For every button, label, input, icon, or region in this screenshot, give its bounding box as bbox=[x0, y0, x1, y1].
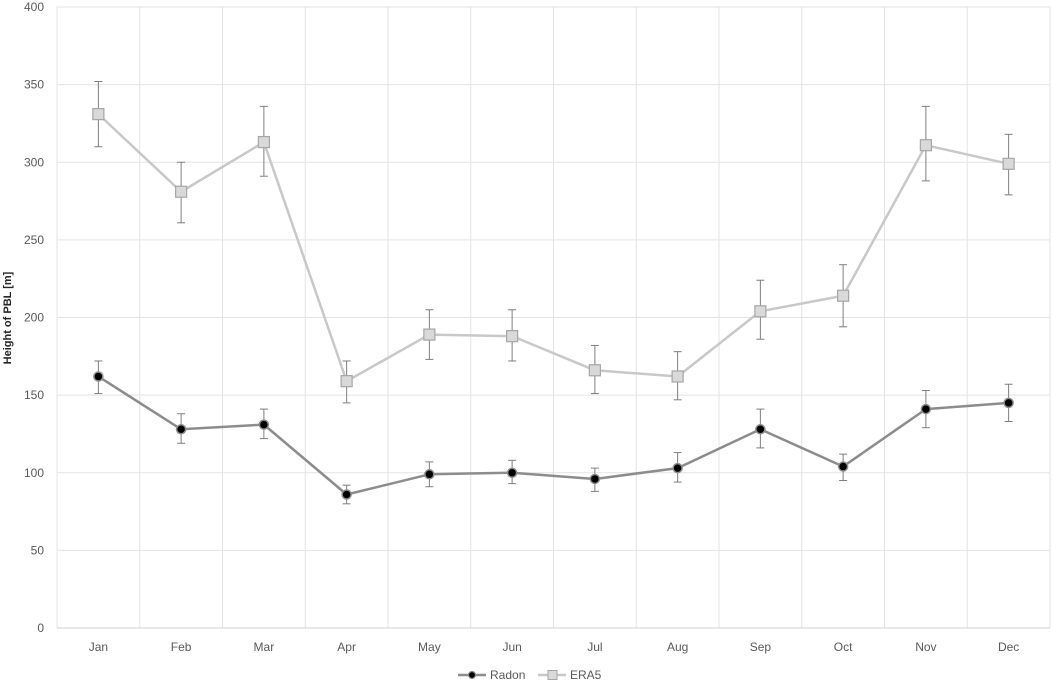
x-tick-label: Apr bbox=[337, 640, 356, 654]
x-tick-label: Aug bbox=[667, 640, 688, 654]
radon-point bbox=[175, 424, 187, 435]
plot-area bbox=[92, 81, 1015, 505]
era5-point bbox=[340, 375, 353, 388]
x-tick-label: Oct bbox=[834, 640, 853, 654]
y-tick-label: 50 bbox=[31, 543, 45, 557]
radon-legend-marker bbox=[467, 670, 477, 680]
x-tick-label: Nov bbox=[915, 640, 936, 654]
era5-point bbox=[257, 135, 270, 149]
y-axis-ticks: 0 50 100 150 200 250 300 350 400 bbox=[24, 0, 44, 635]
era5-point bbox=[837, 289, 850, 302]
era5-point bbox=[671, 370, 684, 383]
radon-point bbox=[1003, 397, 1014, 409]
y-tick-label: 100 bbox=[24, 466, 44, 480]
y-tick-label: 200 bbox=[24, 311, 44, 325]
y-axis-label: Height of PBL [m] bbox=[2, 271, 14, 364]
era5-legend-label: ERA5 bbox=[570, 668, 602, 682]
era5-point bbox=[919, 139, 932, 152]
era5-point bbox=[92, 108, 105, 121]
x-tick-label: May bbox=[418, 640, 441, 654]
era5-series-line bbox=[97, 113, 1009, 383]
radon-point bbox=[672, 462, 683, 474]
y-tick-label: 150 bbox=[24, 388, 44, 402]
x-tick-label: Mar bbox=[254, 640, 275, 654]
x-tick-label: Jan bbox=[89, 640, 108, 654]
era5-point bbox=[175, 185, 188, 198]
y-tick-label: 250 bbox=[24, 233, 44, 247]
era5-point bbox=[1002, 157, 1015, 170]
y-tick-label: 350 bbox=[24, 78, 44, 92]
radon-legend-label: Radon bbox=[490, 668, 525, 682]
era5-point bbox=[754, 305, 767, 318]
radon-point bbox=[589, 473, 601, 485]
x-tick-label: Feb bbox=[171, 640, 192, 654]
y-tick-label: 300 bbox=[24, 155, 44, 169]
radon-point bbox=[258, 419, 270, 430]
radon-point bbox=[755, 424, 766, 435]
era5-legend-marker bbox=[547, 670, 558, 680]
radon-point bbox=[424, 469, 435, 480]
radon-point bbox=[93, 371, 104, 382]
x-tick-label: Dec bbox=[998, 640, 1019, 654]
radon-series-line bbox=[97, 375, 1009, 496]
y-tick-label: 400 bbox=[24, 0, 44, 14]
x-tick-label: Jun bbox=[502, 640, 521, 654]
x-axis-ticks: Jan Feb Mar Apr May Jun Jul Aug Sep Oct Nov Dec bbox=[89, 640, 1020, 654]
radon-point bbox=[920, 403, 932, 415]
era5-point bbox=[423, 328, 436, 341]
radon-point bbox=[837, 461, 849, 472]
era5-point bbox=[506, 330, 519, 343]
era5-point bbox=[588, 364, 601, 377]
x-tick-label: Sep bbox=[750, 640, 772, 654]
radon-point bbox=[341, 489, 352, 500]
radon-point bbox=[506, 467, 518, 478]
y-tick-label: 0 bbox=[37, 621, 44, 635]
x-tick-label: Jul bbox=[587, 640, 602, 654]
legend: Radon ERA5 bbox=[458, 668, 602, 682]
gridlines bbox=[56, 6, 1051, 629]
